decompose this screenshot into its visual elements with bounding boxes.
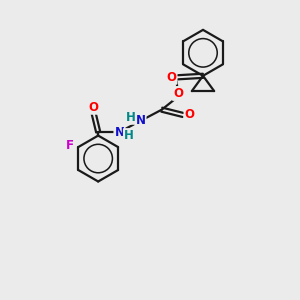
Text: H: H (126, 111, 136, 124)
Text: O: O (184, 109, 194, 122)
Text: H: H (124, 129, 134, 142)
Text: F: F (66, 139, 74, 152)
Text: O: O (173, 87, 183, 100)
Text: O: O (89, 101, 99, 114)
Text: N: N (136, 114, 146, 127)
Text: N: N (114, 125, 124, 139)
Text: O: O (167, 71, 176, 84)
